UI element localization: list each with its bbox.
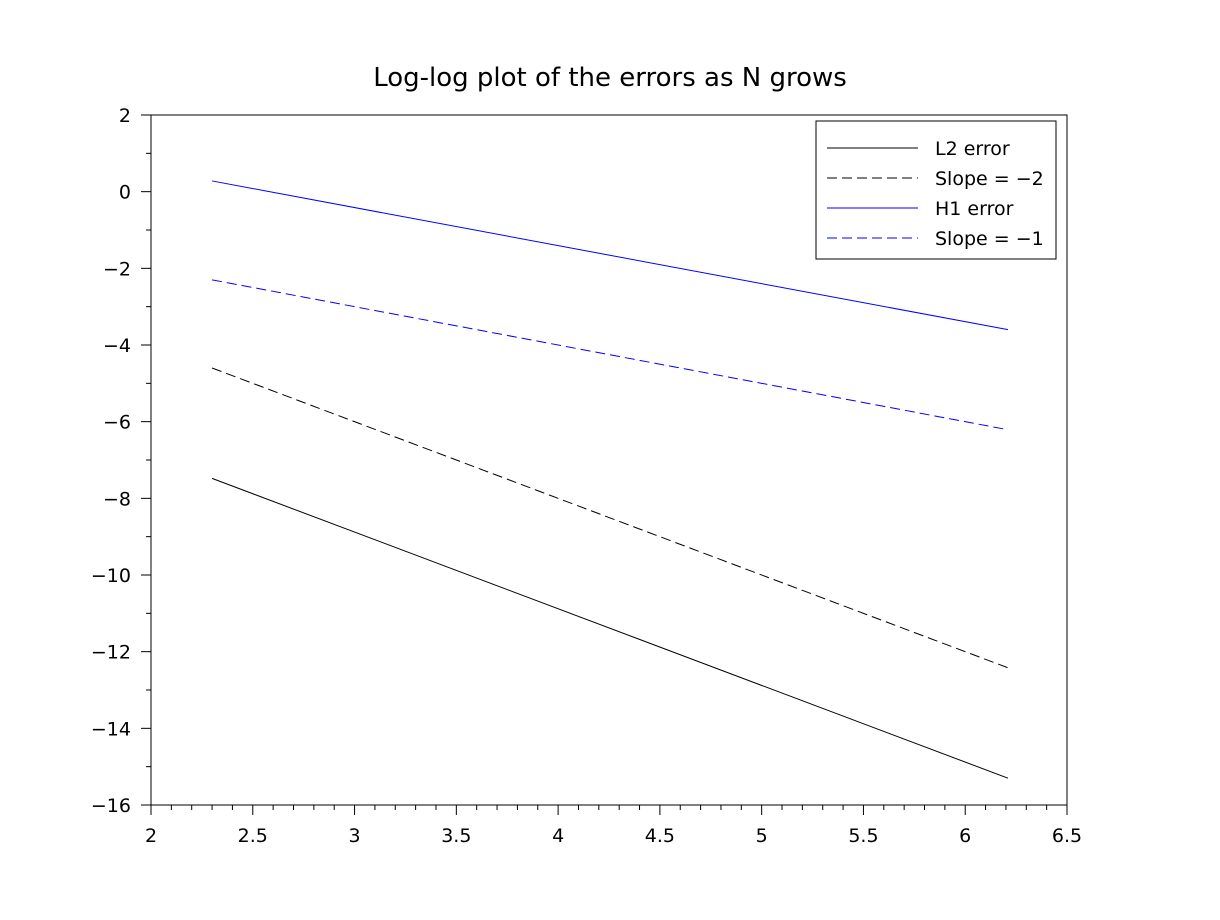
y-tick-label: −8 bbox=[103, 488, 131, 510]
legend-box bbox=[815, 120, 1057, 260]
legend-label: Slope = −2 bbox=[935, 168, 1044, 190]
legend-label: H1 error bbox=[935, 198, 1014, 220]
x-tick-label: 6 bbox=[959, 825, 971, 847]
y-tick-label: −16 bbox=[91, 795, 131, 817]
legend-label: L2 error bbox=[935, 138, 1010, 160]
legend: L2 error Slope = −2 H1 error Slope = −1 bbox=[815, 120, 1057, 260]
series-line-2 bbox=[211, 367, 1009, 669]
legend-label: Slope = −1 bbox=[935, 228, 1044, 250]
x-tick-label: 2.5 bbox=[238, 825, 268, 847]
y-tick-label: −14 bbox=[91, 718, 131, 740]
x-tick-label: 4 bbox=[552, 825, 564, 847]
x-tick-label: 5.5 bbox=[848, 825, 878, 847]
series-layer bbox=[211, 180, 1009, 779]
x-tick-label: 5 bbox=[756, 825, 768, 847]
chart-title: Log-log plot of the errors as N grows bbox=[373, 63, 847, 93]
y-tick-label: −2 bbox=[103, 258, 131, 280]
y-tick-label: 0 bbox=[119, 182, 131, 204]
y-tick-label: −12 bbox=[91, 642, 131, 664]
series-line-3 bbox=[211, 180, 1009, 331]
y-tick-label: −6 bbox=[103, 412, 131, 434]
x-tick-label: 3.5 bbox=[441, 825, 471, 847]
x-tick-label: 3 bbox=[349, 825, 361, 847]
series-line-1 bbox=[211, 477, 1009, 779]
x-tick-label: 4.5 bbox=[645, 825, 675, 847]
y-tick-label: −10 bbox=[91, 565, 131, 587]
x-tick-label: 6.5 bbox=[1052, 825, 1082, 847]
axis-layer: 2 2.5 3 3.5 4 4.5 5 5.5 6 6.5 −16 −14 −12 −10 −8 −6 −4 −2… bbox=[91, 105, 1082, 847]
y-tick-label: 2 bbox=[119, 105, 131, 127]
y-tick-label: −4 bbox=[103, 335, 131, 357]
x-tick-label: 2 bbox=[145, 825, 157, 847]
